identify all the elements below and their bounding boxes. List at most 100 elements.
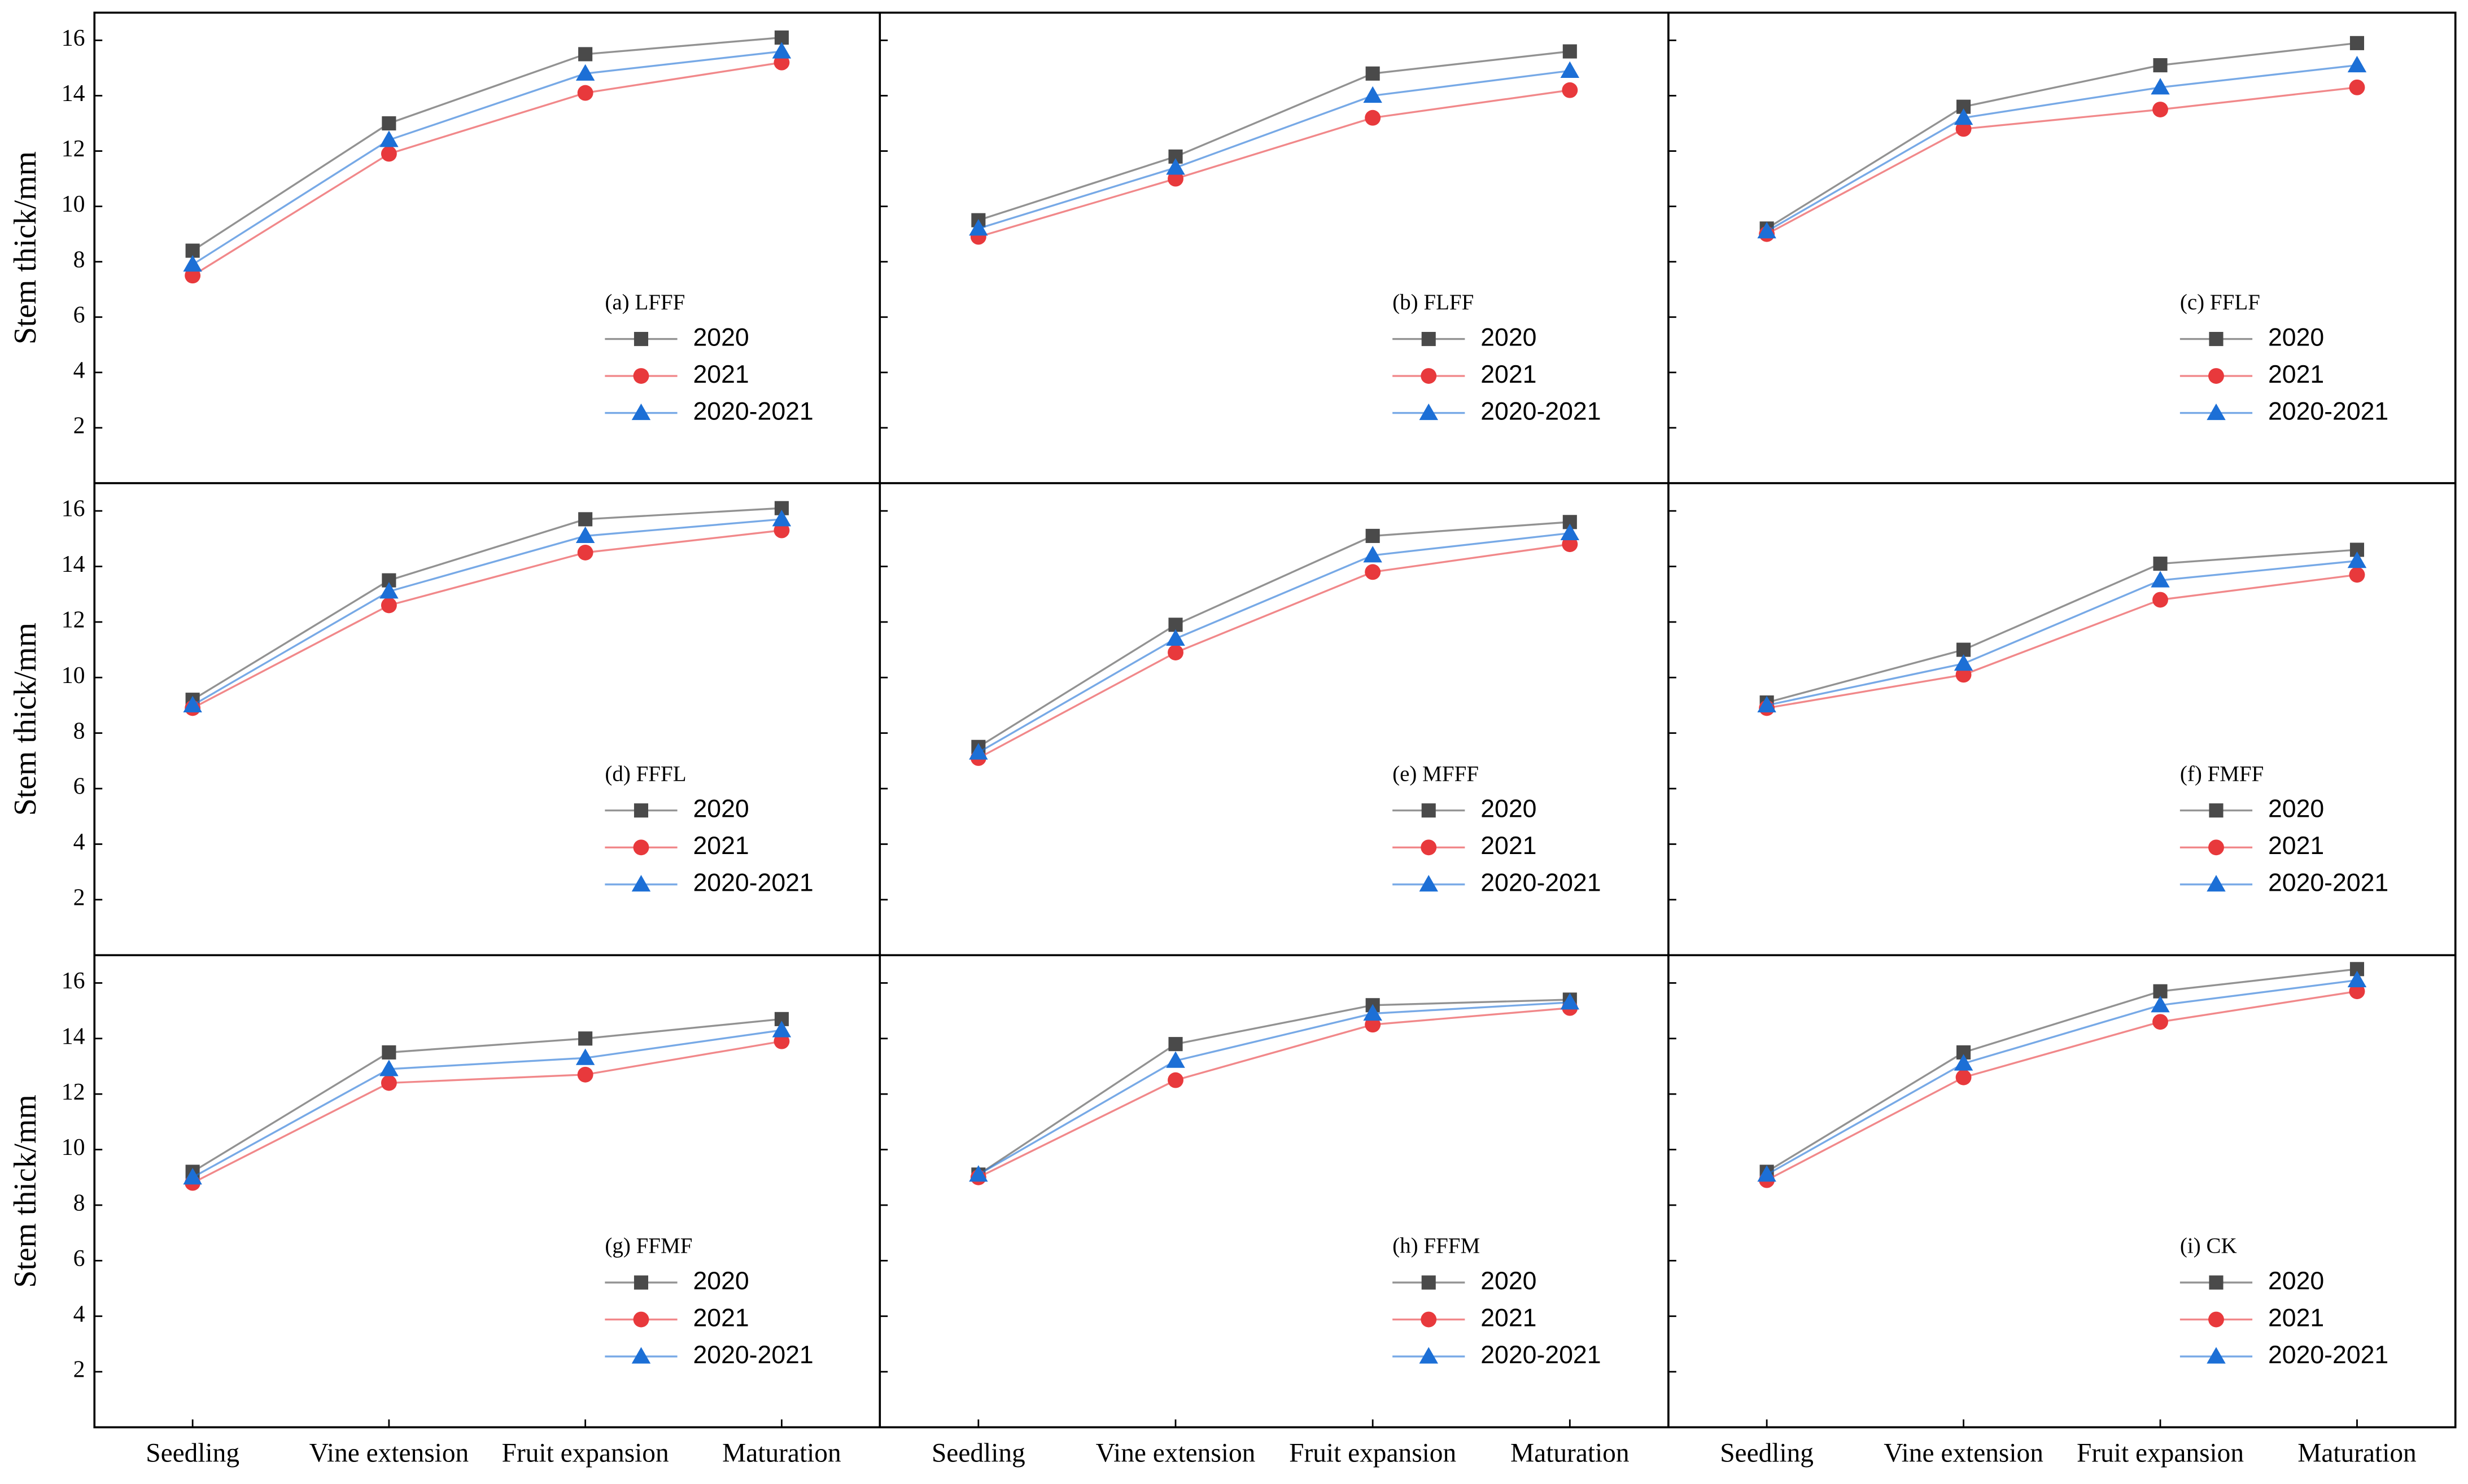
legend-label: 2021 (693, 361, 749, 388)
series-line (192, 1040, 782, 1184)
marker (2349, 983, 2365, 1000)
marker (379, 582, 399, 599)
marker (1365, 564, 1381, 580)
marker (2347, 551, 2367, 568)
series-line (978, 543, 1570, 759)
panel: 2 4 6 8 10 12 14 16 Stem thick/mm Seedling Vine ex… (8, 954, 880, 1468)
marker (774, 522, 790, 539)
legend-label: 2020 (1480, 323, 1536, 351)
marker (634, 331, 649, 347)
x-tick-label: Fruit expansion (502, 1439, 669, 1468)
marker (772, 510, 792, 527)
marker (1365, 110, 1381, 126)
annotation: (c) FFLF (2180, 290, 2260, 314)
marker (1562, 44, 1577, 59)
marker (634, 1275, 649, 1290)
annotation: (h) FFFM (1392, 1234, 1480, 1258)
marker (2151, 996, 2170, 1013)
series-line (192, 50, 782, 266)
series-line (192, 62, 782, 277)
y-tick-label: 14 (62, 81, 85, 107)
x-tick-label: Maturation (2297, 1439, 2417, 1468)
marker (1166, 629, 1185, 646)
marker (1954, 108, 1973, 125)
series-line (977, 999, 1570, 1176)
legend-label: 2021 (2268, 1304, 2324, 1332)
legend-label: 2020 (2268, 323, 2324, 351)
y-tick-label: 6 (73, 302, 85, 328)
series-line (978, 69, 1570, 230)
marker (1757, 1165, 1776, 1182)
y-tick-label: 16 (62, 496, 85, 522)
marker (1757, 695, 1776, 713)
marker (633, 368, 649, 384)
y-tick-label: 14 (62, 551, 85, 577)
legend-label: 2021 (693, 832, 749, 860)
marker (1419, 1347, 1438, 1364)
y-tick-label: 8 (73, 247, 85, 273)
x-tick-label: Maturation (1510, 1439, 1630, 1468)
marker (382, 116, 396, 131)
marker (578, 1031, 593, 1046)
marker (185, 268, 201, 284)
marker (577, 544, 593, 561)
marker (2347, 55, 2367, 73)
legend-label: 2021 (1480, 1304, 1536, 1332)
marker (1421, 368, 1437, 384)
marker (2152, 592, 2168, 608)
marker (1365, 1017, 1381, 1033)
legend-label: 2021 (1480, 361, 1536, 388)
y-tick-label: 10 (62, 191, 85, 217)
series-line (1766, 86, 2357, 235)
x-tick-label: Vine extension (309, 1439, 469, 1468)
marker (1421, 1275, 1436, 1290)
marker (183, 695, 202, 713)
marker (2207, 875, 2226, 892)
marker (1954, 654, 1973, 671)
series-line (978, 1007, 1570, 1179)
legend-label: 2020 (1480, 1267, 1536, 1295)
y-axis-label: Stem thick/mm (8, 1095, 43, 1288)
marker (2349, 567, 2365, 583)
legend-label: 2020 (1480, 795, 1536, 823)
marker (1168, 1072, 1183, 1088)
marker (1419, 403, 1438, 421)
marker (969, 743, 988, 760)
series-line (192, 1018, 782, 1173)
series-line (1766, 968, 2357, 1173)
legend-label: 2020 (693, 795, 749, 823)
marker (381, 146, 397, 162)
series-line (192, 529, 782, 709)
annotation: (i) CK (2180, 1234, 2237, 1258)
series-line (1766, 979, 2357, 1176)
marker (2153, 557, 2168, 571)
legend-label: 2020-2021 (2268, 1341, 2388, 1369)
marker (1562, 82, 1578, 98)
marker (969, 219, 988, 236)
marker (2207, 1347, 2226, 1364)
marker (2349, 36, 2365, 50)
marker (1365, 528, 1380, 543)
series-line (192, 507, 782, 701)
marker (2152, 1014, 2168, 1030)
marker (381, 597, 397, 614)
legend-label: 2020 (2268, 795, 2324, 823)
annotation: (b) FLFF (1392, 290, 1474, 314)
y-tick-label: 12 (62, 607, 85, 633)
x-tick-label: Seedling (146, 1439, 239, 1468)
marker (1363, 86, 1382, 103)
marker (2209, 331, 2224, 347)
marker (578, 512, 593, 527)
marker (183, 1168, 202, 1185)
marker (634, 803, 649, 818)
marker (774, 54, 790, 71)
marker (2207, 403, 2226, 421)
y-tick-label: 4 (73, 829, 85, 855)
marker (2152, 102, 2168, 117)
series-line (978, 50, 1570, 221)
series-line (977, 521, 1570, 748)
marker (1954, 1054, 1973, 1071)
marker (183, 255, 202, 272)
